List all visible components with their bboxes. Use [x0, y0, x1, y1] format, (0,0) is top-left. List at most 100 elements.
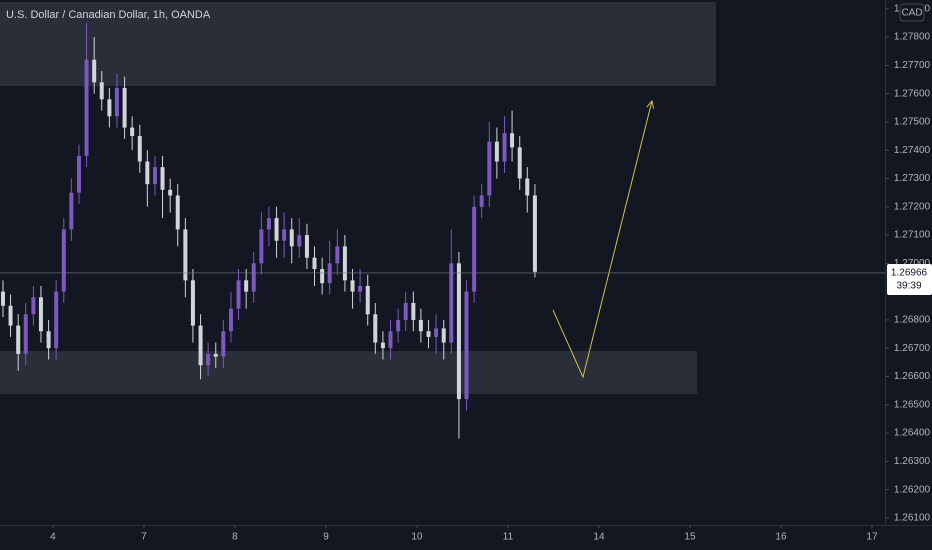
y-tick-label: 1.26300: [894, 456, 931, 467]
chart-title: U.S. Dollar / Canadian Dollar, 1h, OANDA: [6, 9, 211, 21]
candle-body: [152, 167, 157, 185]
candle-body: [244, 280, 249, 292]
candle-body: [380, 342, 385, 349]
candle-body: [479, 195, 484, 207]
candle-body: [304, 235, 309, 258]
candle-body: [145, 161, 150, 185]
candle-body: [190, 280, 195, 326]
plot: [0, 22, 885, 439]
candle-body: [61, 229, 66, 292]
candle-body: [8, 305, 13, 326]
candle-body: [350, 280, 355, 292]
candle-body: [54, 291, 59, 349]
candle-body: [183, 229, 188, 281]
candle-body: [502, 133, 507, 162]
candle-body: [122, 87, 127, 128]
candle-body: [266, 218, 271, 230]
candle-body: [365, 285, 370, 315]
candle-body: [228, 308, 233, 332]
y-tick-label: 1.27300: [894, 173, 931, 184]
y-tick-label: 1.27400: [894, 145, 931, 156]
candle-body: [456, 263, 461, 400]
candle-body: [198, 325, 203, 366]
candle-body: [335, 246, 340, 264]
candle-body: [494, 141, 499, 162]
x-tick-label: 16: [775, 532, 787, 543]
candle-body: [449, 263, 454, 343]
x-tick-label: 9: [323, 532, 329, 543]
candle-body: [418, 319, 423, 332]
x-tick-label: 4: [50, 532, 56, 543]
candle-body: [396, 319, 401, 332]
currency-label: CAD: [901, 8, 922, 19]
candle-body: [107, 99, 112, 117]
y-tick-label: 1.26500: [894, 399, 931, 410]
x-tick-label: 7: [141, 532, 147, 543]
candle-body: [92, 59, 97, 83]
candle-body: [114, 87, 119, 117]
y-tick-label: 1.27200: [894, 201, 931, 212]
y-tick-label: 1.27000: [894, 258, 931, 269]
candle-body: [525, 178, 530, 196]
x-tick-label: 17: [866, 532, 878, 543]
candle-body: [403, 302, 408, 320]
y-tick-label: 1.26800: [894, 315, 931, 326]
current-price-label: 1.26966: [891, 268, 928, 279]
candle-body: [236, 280, 241, 309]
candle-body: [342, 246, 347, 281]
candle-body: [388, 331, 393, 349]
zone: [0, 1, 717, 86]
candle-body: [320, 269, 325, 284]
candle-body: [517, 147, 522, 179]
candle-body: [251, 263, 256, 292]
candle-body: [358, 285, 363, 292]
candle-body: [282, 229, 287, 241]
candle-body: [487, 141, 492, 196]
zone: [0, 351, 697, 395]
candle-body: [76, 155, 81, 193]
current-price-box: [887, 263, 932, 295]
candle-body: [99, 82, 104, 100]
candle-body: [69, 192, 74, 230]
y-tick-label: 1.26100: [894, 513, 931, 524]
candle-body: [168, 189, 173, 196]
candle-body: [532, 195, 537, 272]
y-tick-label: 1.26700: [894, 343, 931, 354]
candle-body: [84, 59, 89, 156]
candle-body: [137, 136, 142, 162]
candle-body: [297, 235, 302, 247]
candle-body: [46, 331, 51, 349]
candle-body: [312, 257, 317, 270]
candle-body: [510, 133, 515, 148]
candle-body: [259, 229, 264, 264]
candle-body: [206, 353, 211, 366]
candle-body: [411, 302, 416, 320]
candle-body: [16, 325, 21, 354]
candle-body: [175, 195, 180, 230]
y-tick-label: 1.27700: [894, 60, 931, 71]
candle-body: [31, 297, 36, 315]
candle-body: [130, 127, 135, 137]
x-tick-label: 15: [684, 532, 696, 543]
candle-body: [289, 229, 294, 247]
y-tick-label: 1.27600: [894, 88, 931, 99]
y-tick-label: 1.26600: [894, 371, 931, 382]
trend-drawing: [552, 100, 653, 379]
x-tick-label: 10: [411, 532, 423, 543]
countdown-label: 39:39: [896, 281, 921, 292]
y-tick-label: 1.27500: [894, 117, 931, 128]
candle-body: [160, 167, 165, 190]
x-tick-label: 14: [593, 532, 605, 543]
candle-body: [373, 314, 378, 343]
currency-badge: [899, 3, 925, 22]
y-tick-label: 1.26200: [894, 484, 931, 495]
x-tick-label: 11: [503, 532, 514, 543]
candle-body: [472, 206, 477, 292]
axes: [0, 0, 932, 526]
candle-body: [464, 291, 469, 400]
candle-body: [441, 328, 446, 343]
candle-body: [1, 291, 6, 306]
candle-body: [274, 218, 279, 241]
candle-body: [213, 353, 218, 357]
y-tick-label: 1.26400: [894, 428, 931, 439]
